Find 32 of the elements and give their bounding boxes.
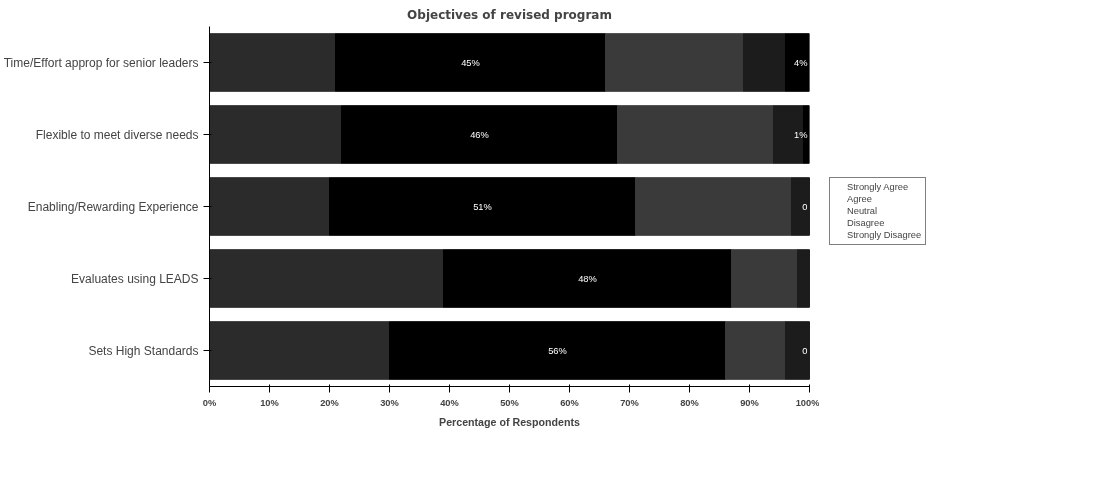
text: Strongly Disagree bbox=[847, 230, 922, 240]
data-label: 51% bbox=[473, 201, 492, 212]
data-label: 46% bbox=[470, 129, 489, 140]
text: Neutral bbox=[847, 206, 878, 216]
y-tick-label: Flexible to meet diverse needs bbox=[35, 127, 199, 142]
x-tick-label: 50% bbox=[500, 397, 520, 408]
data-label: 0 bbox=[802, 345, 808, 356]
y-tick-label: Evaluates using LEADS bbox=[71, 271, 199, 286]
text: Disagree bbox=[847, 218, 885, 228]
x-tick-label: 100% bbox=[795, 397, 821, 408]
data-label: 45% bbox=[461, 57, 480, 68]
chart-title: Objectives of revised program bbox=[407, 7, 612, 22]
data-label: 56% bbox=[548, 345, 567, 356]
x-tick-label: 30% bbox=[380, 397, 400, 408]
data-label: 48% bbox=[578, 273, 597, 284]
y-tick-label: Time/Effort approp for senior leaders bbox=[3, 55, 199, 70]
y-tick-label: Sets High Standards bbox=[88, 343, 199, 358]
x-tick-label: 20% bbox=[320, 397, 340, 408]
x-tick-label: 0% bbox=[202, 397, 217, 408]
x-tick-label: 70% bbox=[620, 397, 640, 408]
x-tick-label: 40% bbox=[440, 397, 460, 408]
data-label: 0 bbox=[802, 201, 808, 212]
text: Strongly Agree bbox=[847, 182, 909, 192]
x-tick-label: 80% bbox=[680, 397, 700, 408]
x-tick-label: 10% bbox=[260, 397, 280, 408]
data-label: 4% bbox=[794, 57, 808, 68]
text: Agree bbox=[847, 194, 872, 204]
x-tick-label: 60% bbox=[560, 397, 580, 408]
y-tick-label: Enabling/Rewarding Experience bbox=[27, 199, 199, 214]
x-tick-label: 90% bbox=[740, 397, 760, 408]
data-label: 1% bbox=[794, 129, 808, 140]
x-axis-title: Percentage of Respondents bbox=[439, 415, 581, 428]
